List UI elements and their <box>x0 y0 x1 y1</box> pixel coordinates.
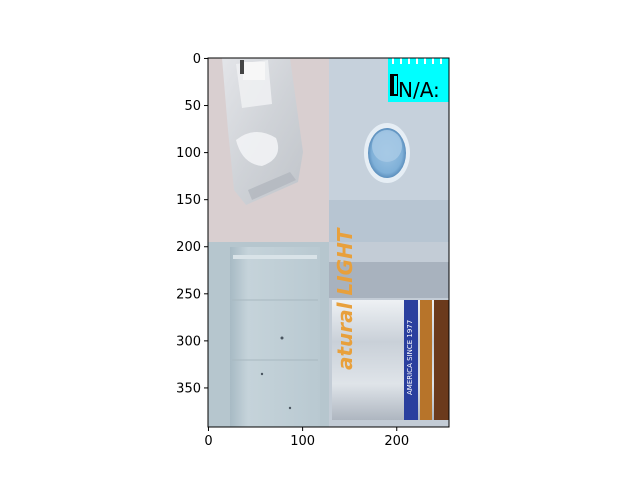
y-tick-label: 350 <box>176 381 201 396</box>
x-tick-label: 200 <box>384 434 409 449</box>
y-tick-label: 50 <box>184 99 201 114</box>
can-banner-text: AMERICA SINCE 1977 <box>406 320 414 395</box>
y-axis: 0 50 100 150 200 250 300 350 <box>176 52 208 396</box>
axes-frame <box>207 57 450 428</box>
annotation-na: N/A: <box>388 58 449 102</box>
y-tick-label: 300 <box>176 334 201 349</box>
beer-can-photo: atural LIGHT AMERICA SINCE 1977 <box>329 227 449 427</box>
y-tick-label: 200 <box>176 240 201 255</box>
y-tick-label: 250 <box>176 287 201 302</box>
plastic-bag-photo <box>208 58 329 242</box>
can-brand-text: atural LIGHT <box>333 227 357 370</box>
annotation-na-text: N/A: <box>398 78 440 102</box>
x-tick-label: 0 <box>204 434 212 449</box>
y-tick-label: 100 <box>176 146 201 161</box>
cardboard-photo <box>208 242 329 427</box>
x-tick-label: 100 <box>290 434 315 449</box>
y-tick-label: 150 <box>176 193 201 208</box>
y-tick-label: 0 <box>193 52 201 67</box>
x-axis: 0 100 200 <box>204 427 409 449</box>
